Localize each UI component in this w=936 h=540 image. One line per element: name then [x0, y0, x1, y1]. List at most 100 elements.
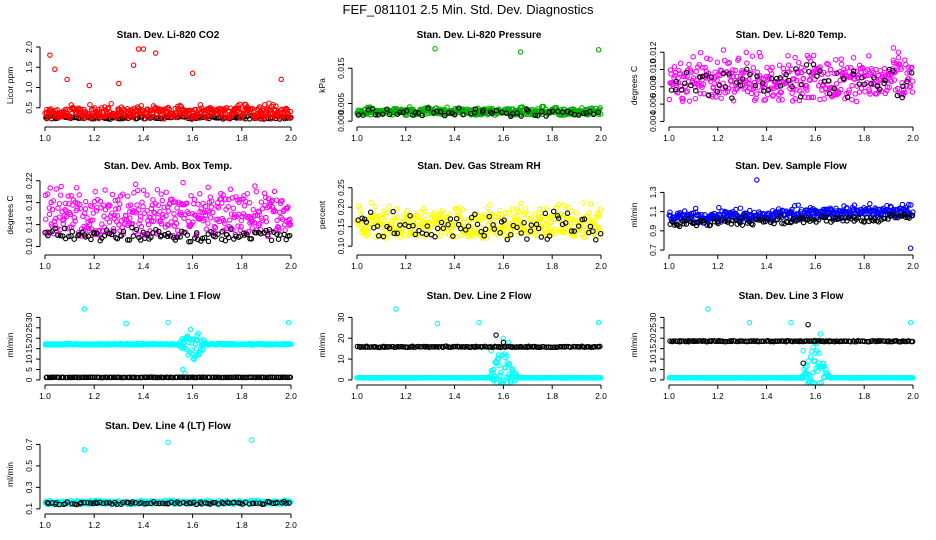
- y-tick-label: 25: [24, 323, 34, 333]
- data-point: [208, 198, 215, 204]
- data-point: [62, 207, 68, 213]
- data-point: [774, 216, 781, 222]
- data-point: [474, 221, 481, 228]
- data-point: [74, 205, 81, 212]
- data-point: [739, 222, 746, 228]
- data-point: [397, 222, 403, 228]
- data-point: [222, 196, 229, 202]
- data-point: [715, 220, 721, 227]
- data-point: [177, 102, 183, 109]
- data-point: [458, 225, 464, 232]
- data-point: [101, 114, 107, 120]
- data-point: [797, 214, 803, 221]
- series-rh-black: [355, 208, 604, 243]
- data-point: [287, 115, 293, 121]
- data-point: [734, 221, 740, 227]
- data-point: [167, 200, 173, 207]
- data-point: [271, 188, 278, 195]
- y-tick-label: 10: [24, 354, 34, 364]
- y-tick-label: 20: [24, 333, 34, 343]
- x-tick-label: 1.4: [449, 391, 461, 401]
- series-amb-black: [42, 224, 293, 245]
- data-point: [504, 353, 510, 359]
- data-point: [391, 230, 397, 237]
- data-point: [720, 70, 727, 77]
- data-point: [124, 237, 131, 243]
- data-point: [527, 228, 534, 234]
- data-point: [251, 219, 258, 226]
- data-point: [566, 224, 572, 230]
- data-point: [124, 193, 131, 199]
- y-tick-label: 0.18: [24, 194, 34, 211]
- data-point: [894, 92, 901, 99]
- data-point: [518, 219, 525, 225]
- data-point: [182, 114, 189, 121]
- data-point: [207, 215, 214, 221]
- data-point: [707, 222, 714, 228]
- x-tick-label: 2.0: [595, 391, 607, 401]
- data-point: [71, 214, 78, 221]
- series-pressure-black: [355, 105, 602, 120]
- data-point: [130, 62, 137, 68]
- data-point: [716, 204, 722, 211]
- data-point: [268, 237, 275, 244]
- data-point: [718, 95, 724, 101]
- panel-title: Stan. Dev. Line 1 Flow: [116, 291, 221, 302]
- data-point: [905, 201, 912, 208]
- data-point: [249, 225, 255, 231]
- y-tick-label: 0.20: [336, 199, 346, 216]
- data-point: [597, 206, 604, 212]
- x-tick-label: 1.0: [663, 133, 675, 143]
- data-point: [776, 97, 782, 103]
- data-point: [729, 217, 736, 224]
- data-point: [896, 61, 903, 67]
- data-point: [753, 91, 760, 97]
- data-point: [468, 214, 475, 221]
- data-point: [360, 112, 366, 118]
- data-point: [270, 101, 277, 108]
- data-point: [579, 216, 585, 223]
- data-point: [49, 228, 56, 235]
- data-point: [555, 201, 562, 208]
- data-point: [666, 96, 673, 103]
- x-tick-label: 1.8: [236, 133, 248, 143]
- data-point: [863, 72, 869, 79]
- data-point: [265, 232, 271, 238]
- data-point: [71, 236, 77, 242]
- x-tick-label: 1.0: [663, 261, 675, 271]
- data-point: [730, 67, 736, 73]
- data-point: [686, 98, 693, 104]
- data-point: [540, 103, 547, 110]
- x-tick-label: 1.6: [187, 391, 199, 401]
- data-point: [586, 209, 592, 216]
- data-point: [287, 216, 293, 223]
- data-point: [486, 213, 493, 220]
- data-point: [152, 50, 159, 56]
- data-point: [497, 369, 504, 376]
- data-point: [150, 218, 157, 225]
- y-tick-label: 0.012: [648, 41, 658, 63]
- data-point: [432, 46, 438, 52]
- data-point: [581, 216, 588, 222]
- x-tick-label: 1.0: [39, 261, 51, 271]
- data-point: [199, 235, 206, 242]
- data-point: [525, 108, 531, 114]
- data-point: [141, 210, 148, 216]
- data-point: [285, 319, 292, 326]
- data-point: [102, 207, 109, 213]
- data-point: [393, 206, 400, 212]
- data-point: [879, 74, 886, 80]
- data-point: [116, 80, 122, 87]
- data-point: [876, 86, 883, 93]
- data-point: [238, 223, 244, 230]
- data-point: [500, 339, 507, 346]
- data-point: [384, 106, 390, 113]
- data-point: [481, 214, 487, 220]
- y-tick-label: 0.14: [24, 216, 34, 233]
- data-point: [720, 47, 727, 53]
- data-point: [755, 217, 761, 223]
- data-point: [465, 216, 472, 222]
- data-point: [258, 199, 265, 205]
- data-point: [504, 236, 511, 243]
